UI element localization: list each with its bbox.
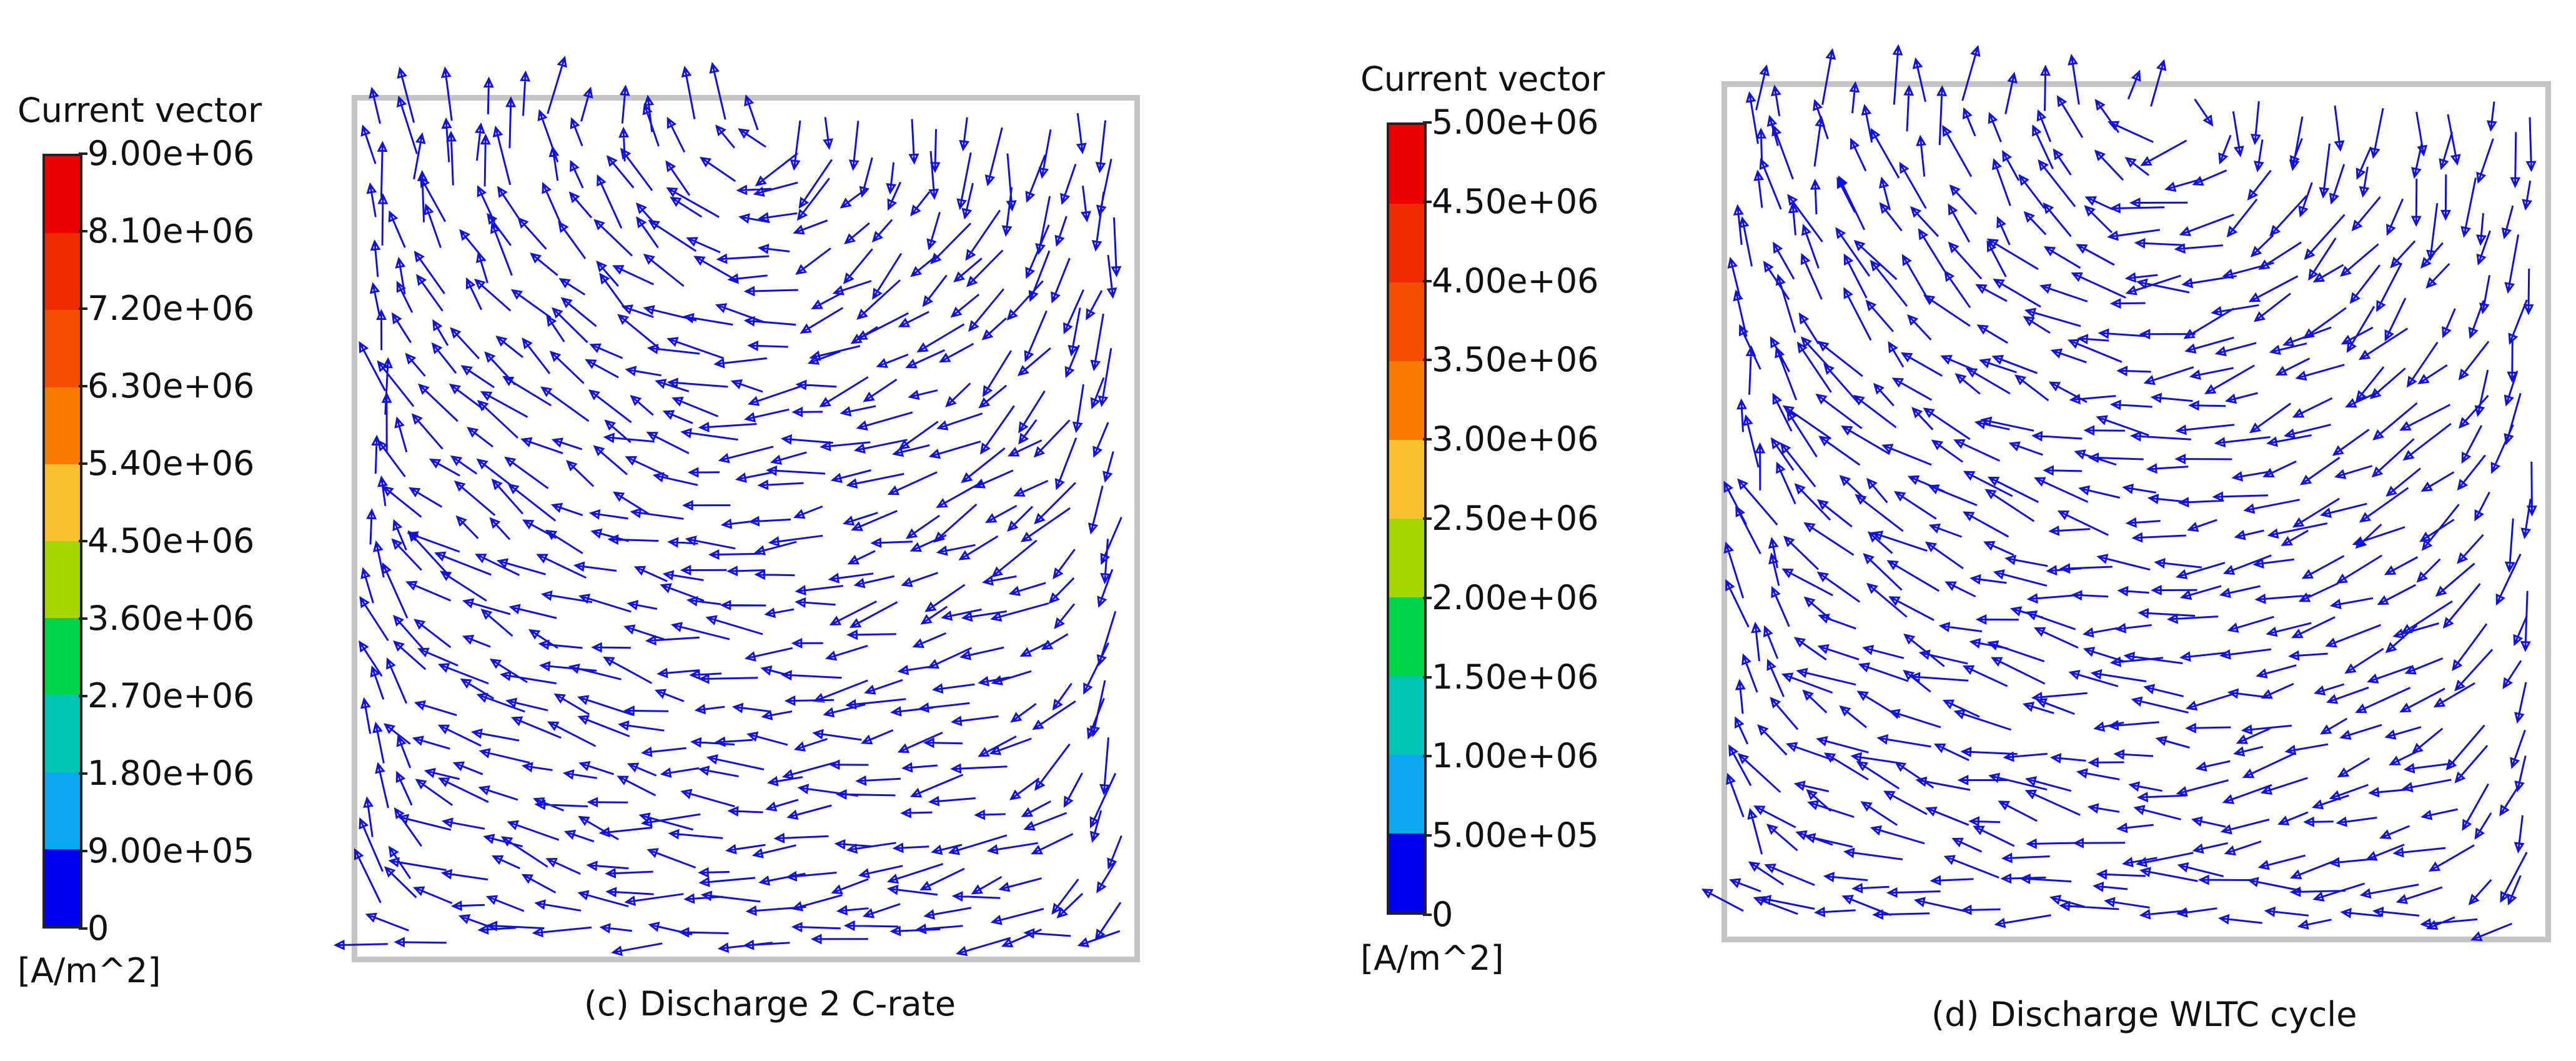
tick-label: 2.50e+06 (1432, 499, 1599, 538)
tick-mark (1423, 675, 1432, 679)
tick-mark (1423, 755, 1432, 758)
panel-discharge-2c: Current vector 9.00e+06 8.10e+06 7.20e+06 6… (0, 0, 1287, 1061)
colorbar-segment (45, 618, 80, 695)
tick-label: 0 (87, 909, 109, 948)
colorbar-segment (1389, 834, 1424, 912)
tick-mark (79, 230, 87, 232)
tick-label: 3.00e+06 (1432, 419, 1599, 459)
colorbar (1387, 122, 1427, 915)
colorbar-segment (1389, 597, 1424, 676)
colorbar-segment (45, 849, 80, 927)
tick-mark (79, 385, 87, 387)
tick-label: 1.80e+06 (87, 754, 255, 793)
colorbar-segment (45, 387, 80, 464)
tick-mark (79, 617, 87, 620)
tick-mark (1423, 596, 1432, 599)
colorbar-segment (1389, 676, 1424, 755)
caption: (d) Discharge WLTC cycle (1931, 995, 2357, 1034)
colorbar-segment (1389, 755, 1424, 834)
panel-discharge-wltc: Current vector 5.00e+06 4.50e+06 4.00e+06 3… (1287, 0, 2576, 1061)
tick-mark (79, 695, 87, 697)
tick-label: 5.40e+06 (87, 444, 255, 483)
colorbar-segment (1389, 440, 1424, 519)
tick-mark (1423, 834, 1432, 837)
tick-label: 3.50e+06 (1432, 340, 1599, 380)
tick-label: 3.60e+06 (87, 599, 255, 638)
tick-mark (79, 850, 87, 852)
tick-label: 7.20e+06 (87, 289, 255, 328)
colorbar-segment (1389, 519, 1424, 597)
tick-mark (1423, 200, 1432, 203)
tick-mark (79, 462, 87, 465)
tick-label: 6.30e+06 (87, 366, 255, 406)
tick-label: 9.00e+05 (87, 831, 255, 870)
tick-label: 4.00e+06 (1432, 261, 1599, 301)
current-vector-field (1701, 44, 2537, 942)
colorbar-segment (45, 156, 80, 234)
caption: (c) Discharge 2 C-rate (584, 984, 956, 1024)
tick-label: 9.00e+06 (87, 134, 255, 173)
colorbar-segment (45, 695, 80, 772)
colorbar-segment (45, 464, 80, 542)
tick-label: 1.50e+06 (1432, 657, 1599, 697)
unit-label: [A/m^2] (17, 951, 161, 990)
legend-title: Current vector (17, 91, 262, 130)
tick-label: 4.50e+06 (87, 521, 255, 560)
tick-label: 1.00e+06 (1432, 736, 1599, 776)
colorbar (42, 154, 82, 929)
tick-mark (79, 772, 87, 775)
tick-mark (79, 927, 87, 930)
colorbar-segment (1389, 204, 1424, 282)
colorbar-segment (45, 310, 80, 387)
vector-arrows (1701, 44, 2537, 942)
colorbar-segment (1389, 125, 1424, 204)
colorbar-segment (45, 541, 80, 619)
tick-label: 4.50e+06 (1432, 181, 1599, 221)
current-vector-field (334, 56, 1122, 957)
tick-mark (79, 540, 87, 542)
tick-mark (1423, 914, 1432, 916)
unit-label: [A/m^2] (1360, 939, 1504, 978)
plot-frame (1721, 81, 2551, 942)
tick-label: 5.00e+06 (1432, 102, 1599, 142)
tick-mark (1423, 121, 1432, 124)
tick-mark (1423, 517, 1432, 520)
tick-label: 5.00e+05 (1432, 815, 1599, 855)
tick-mark (79, 307, 87, 310)
tick-mark (1423, 359, 1432, 362)
tick-mark (1423, 279, 1432, 282)
legend-title: Current vector (1360, 59, 1605, 99)
colorbar-segment (45, 772, 80, 849)
vector-arrows (334, 56, 1122, 957)
tick-label: 2.00e+06 (1432, 577, 1599, 617)
colorbar-segment (45, 233, 80, 311)
tick-label: 8.10e+06 (87, 211, 255, 251)
colorbar-segment (1389, 282, 1424, 361)
colorbar-segment (1389, 361, 1424, 440)
tick-mark (1423, 438, 1432, 441)
tick-label: 2.70e+06 (87, 676, 255, 715)
tick-mark (79, 152, 87, 155)
tick-label: 0 (1432, 895, 1454, 934)
